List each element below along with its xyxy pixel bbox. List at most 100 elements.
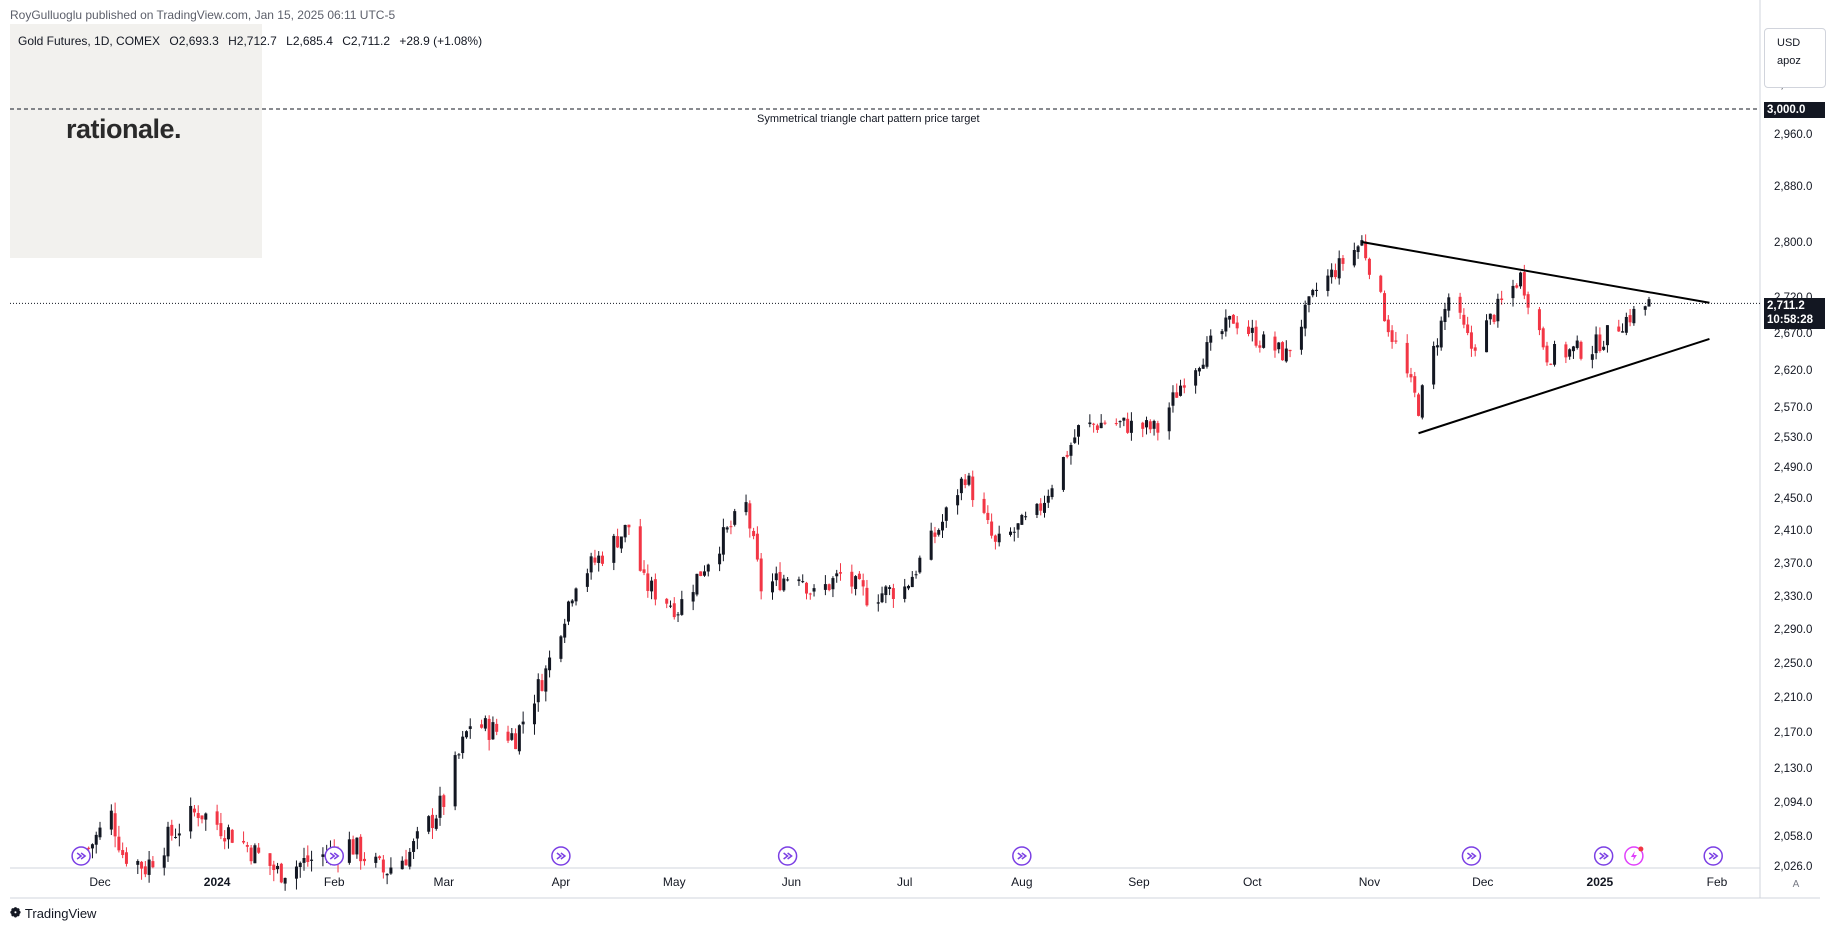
candle-body: [1469, 332, 1473, 349]
target-annotation[interactable]: Symmetrical triangle chart pattern price…: [757, 113, 980, 125]
candle-body: [483, 718, 487, 729]
candle-body: [986, 512, 990, 521]
candle-body: [1435, 345, 1439, 348]
event-dot-icon: [1638, 846, 1644, 852]
candle-body: [850, 571, 854, 587]
candle-body: [257, 847, 261, 853]
candle-body: [665, 598, 669, 604]
candle-body: [642, 569, 646, 573]
unit-label[interactable]: apoz: [1777, 55, 1801, 67]
candle-body: [544, 668, 548, 692]
candle-body: [729, 526, 733, 528]
currency-unit-box[interactable]: USD apoz: [1764, 28, 1826, 88]
price-tick-label: 2,026.0: [1774, 861, 1812, 873]
candle-body: [593, 557, 597, 563]
candle-body: [1367, 258, 1371, 275]
candle-body: [1571, 346, 1575, 352]
candle-body: [1043, 502, 1047, 513]
candle-body: [1485, 320, 1489, 353]
candle-body: [1394, 340, 1398, 342]
candle-body: [430, 814, 434, 829]
ohlc-legend: Gold Futures, 1D, COMEX O2,693.3 H2,712.…: [18, 34, 488, 48]
candle-body: [1617, 326, 1621, 332]
candle-body: [865, 587, 869, 606]
candle-body: [1409, 374, 1413, 378]
symbol-name[interactable]: Gold Futures, 1D, COMEX: [18, 34, 161, 48]
candle-body: [888, 587, 892, 589]
price-tick-label: 2,130.0: [1774, 763, 1812, 775]
candle-body: [1594, 334, 1598, 354]
candle-body: [1522, 272, 1526, 296]
rationale-logo: rationale.: [66, 114, 182, 144]
candle-body: [87, 847, 91, 849]
candle-body: [827, 584, 831, 591]
target-price-tag: 3,000.0: [1764, 102, 1825, 118]
candle-body: [1575, 340, 1579, 348]
candle-body: [166, 826, 170, 857]
time-tick-label: Mar: [433, 875, 454, 889]
drawings-layer: [10, 108, 1760, 435]
candle-body: [699, 571, 703, 576]
candle-body: [668, 605, 672, 607]
candle-body: [1088, 422, 1092, 425]
candle-body: [804, 582, 808, 594]
candle-body: [174, 836, 178, 838]
candle-body: [808, 593, 812, 595]
candle-body: [1492, 314, 1496, 322]
candle-body: [1179, 385, 1183, 396]
candle-body: [861, 580, 865, 587]
candle-body: [1341, 258, 1345, 264]
candle-body: [98, 827, 102, 838]
candle-body: [1224, 317, 1228, 332]
candle-body: [646, 573, 650, 591]
candle-body: [725, 527, 729, 530]
price-tick-label: 2,210.0: [1774, 692, 1812, 704]
candle-body: [536, 679, 540, 703]
economic-event-icon: [1017, 852, 1028, 860]
candle-body: [1307, 296, 1311, 305]
candle-body: [1061, 456, 1065, 490]
candle-body: [306, 855, 310, 863]
candle-body: [480, 724, 484, 728]
candle-body: [189, 805, 193, 832]
candle-body: [691, 592, 695, 602]
candle-body: [548, 657, 552, 671]
economic-event-icon: [329, 852, 340, 860]
candle-body: [619, 536, 623, 549]
price-tick-label: 2,800.0: [1774, 237, 1812, 249]
candle-body: [1250, 327, 1254, 333]
price-tick-label: 2,330.0: [1774, 591, 1812, 603]
candle-body: [1439, 320, 1443, 348]
change-value: +28.9 (+1.08%): [399, 34, 483, 48]
price-tick-label: 2,670.0: [1774, 328, 1812, 340]
candle-body: [117, 836, 121, 851]
candle-body: [1315, 289, 1319, 291]
candle-body: [755, 533, 759, 560]
candle-body: [831, 578, 835, 590]
candle-body: [151, 861, 155, 868]
candle-body: [381, 859, 385, 873]
tradingview-footer[interactable]: ❁ TradingView: [10, 905, 96, 921]
candle-body: [1537, 309, 1541, 331]
candle-body: [177, 833, 181, 836]
auto-scale-button[interactable]: A: [1792, 879, 1800, 890]
candle-body: [1496, 298, 1500, 322]
candle-body: [1126, 418, 1130, 433]
price-tick-label: 2,250.0: [1774, 658, 1812, 670]
candle-body: [623, 524, 627, 538]
candle-body: [1277, 342, 1281, 350]
candle-body: [1462, 314, 1466, 325]
candle-body: [1077, 425, 1081, 437]
candle-body: [1197, 368, 1201, 372]
candle-body: [1103, 422, 1107, 424]
candle-body: [1182, 385, 1186, 388]
candle-body: [453, 755, 457, 807]
candle-body: [627, 524, 631, 528]
candle-body: [1337, 258, 1341, 279]
candle-body: [929, 530, 933, 560]
candle-body: [801, 581, 805, 583]
candle-body: [589, 556, 593, 573]
currency-label[interactable]: USD: [1777, 37, 1801, 49]
candle-body: [1281, 342, 1285, 361]
